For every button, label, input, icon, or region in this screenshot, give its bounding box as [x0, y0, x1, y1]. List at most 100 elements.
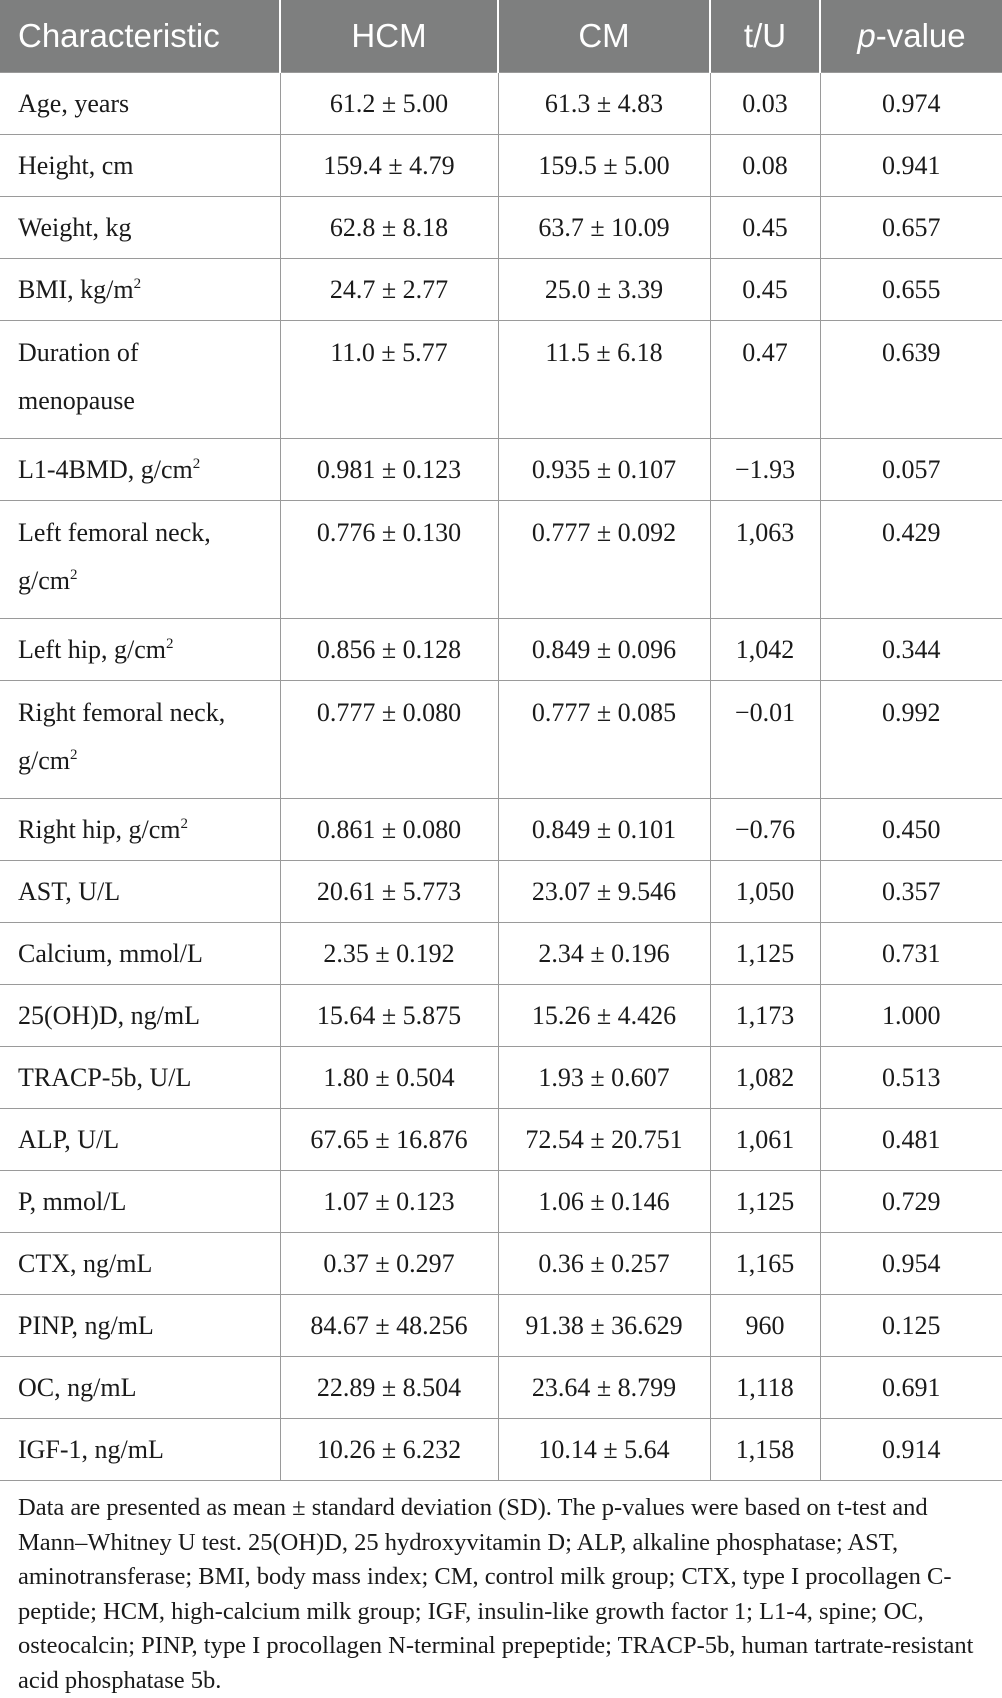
characteristic-label-line2: g/cm [18, 746, 70, 775]
cell-hcm: 1.07 ± 0.123 [279, 1170, 499, 1233]
cell-p-value: 0.655 [819, 258, 1002, 321]
characteristic-label: Height, cm [18, 151, 134, 180]
characteristic-label: Left hip, g/cm [18, 635, 167, 664]
cell-p-value: 0.954 [819, 1232, 1002, 1295]
table-row: L1-4BMD, g/cm2 0.981 ± 0.123 0.935 ± 0.107… [0, 438, 1002, 501]
cell-hcm: 22.89 ± 8.504 [279, 1356, 499, 1419]
cell-cm: 0.777 ± 0.085 [497, 680, 711, 799]
header-characteristic: Characteristic [0, 0, 280, 73]
unit-superscript: 2 [133, 276, 142, 292]
cell-hcm: 159.4 ± 4.79 [279, 134, 499, 197]
cell-t-u: 1,118 [709, 1356, 821, 1419]
header-p-rest: -value [875, 17, 966, 54]
characteristic-label: Calcium, mmol/L [18, 939, 203, 968]
cell-p-value: 0.450 [819, 798, 1002, 861]
cell-hcm: 10.26 ± 6.232 [279, 1418, 499, 1481]
cell-hcm: 2.35 ± 0.192 [279, 922, 499, 985]
characteristic-label: Right femoral neck, [18, 698, 226, 727]
cell-hcm: 0.981 ± 0.123 [279, 438, 499, 501]
table-row: Left femoral neck, g/cm2 0.776 ± 0.130 0.77… [0, 500, 1002, 619]
characteristic-label: L1-4BMD, g/cm [18, 455, 193, 484]
cell-hcm: 61.2 ± 5.00 [279, 72, 499, 135]
cell-cm: 2.34 ± 0.196 [497, 922, 711, 985]
cell-cm: 25.0 ± 3.39 [497, 258, 711, 321]
cell-hcm: 0.37 ± 0.297 [279, 1232, 499, 1295]
cell-characteristic: Age, years [0, 72, 281, 135]
cell-characteristic: Left femoral neck, g/cm2 [0, 500, 281, 619]
cell-t-u: 1,125 [709, 922, 821, 985]
cell-cm: 10.14 ± 5.64 [497, 1418, 711, 1481]
characteristic-label-line2: g/cm [18, 566, 70, 595]
table-row: Calcium, mmol/L 2.35 ± 0.192 2.34 ± 0.196 1… [0, 922, 1002, 985]
header-p-italic: p [857, 17, 876, 54]
table-row: BMI, kg/m2 24.7 ± 2.77 25.0 ± 3.39 0.45 0.65… [0, 258, 1002, 321]
cell-p-value: 0.639 [819, 320, 1002, 439]
characteristic-label: P, mmol/L [18, 1187, 127, 1216]
unit-superscript: 2 [180, 816, 189, 832]
cell-cm: 0.849 ± 0.101 [497, 798, 711, 861]
cell-characteristic: Weight, kg [0, 196, 281, 259]
table-row: AST, U/L 20.61 ± 5.773 23.07 ± 9.546 1,050 0… [0, 860, 1002, 923]
cell-cm: 0.935 ± 0.107 [497, 438, 711, 501]
table-row: CTX, ng/mL 0.37 ± 0.297 0.36 ± 0.257 1,165 0… [0, 1232, 1002, 1295]
cell-hcm: 0.861 ± 0.080 [279, 798, 499, 861]
cell-t-u: 1,173 [709, 984, 821, 1047]
table-row: Age, years 61.2 ± 5.00 61.3 ± 4.83 0.03 0.97… [0, 72, 1002, 135]
cell-t-u: 1,061 [709, 1108, 821, 1171]
cell-t-u: 1,063 [709, 500, 821, 619]
cell-cm: 11.5 ± 6.18 [497, 320, 711, 439]
cell-cm: 1.06 ± 0.146 [497, 1170, 711, 1233]
cell-t-u: 1,125 [709, 1170, 821, 1233]
characteristic-label: Duration of [18, 338, 139, 367]
characteristic-label: IGF-1, ng/mL [18, 1435, 164, 1464]
cell-characteristic: BMI, kg/m2 [0, 258, 281, 321]
table-row: PINP, ng/mL 84.67 ± 48.256 91.38 ± 36.629 9… [0, 1294, 1002, 1357]
cell-p-value: 0.691 [819, 1356, 1002, 1419]
characteristic-label: PINP, ng/mL [18, 1311, 154, 1340]
cell-p-value: 0.914 [819, 1418, 1002, 1481]
table-row: OC, ng/mL 22.89 ± 8.504 23.64 ± 8.799 1,118… [0, 1356, 1002, 1419]
cell-p-value: 0.657 [819, 196, 1002, 259]
cell-characteristic: OC, ng/mL [0, 1356, 281, 1419]
header-p-value: p-value [819, 0, 1002, 73]
unit-superscript: 2 [166, 636, 174, 652]
cell-hcm: 20.61 ± 5.773 [279, 860, 499, 923]
cell-characteristic: Right femoral neck, g/cm2 [0, 680, 281, 799]
characteristic-label: CTX, ng/mL [18, 1249, 153, 1278]
cell-characteristic: P, mmol/L [0, 1170, 281, 1233]
table-row: ALP, U/L 67.65 ± 16.876 72.54 ± 20.751 1,06… [0, 1108, 1002, 1171]
cell-cm: 72.54 ± 20.751 [497, 1108, 711, 1171]
cell-t-u: 1,158 [709, 1418, 821, 1481]
cell-p-value: 0.731 [819, 922, 1002, 985]
table-footnote: Data are presented as mean ± standard de… [18, 1494, 974, 1694]
cell-hcm: 11.0 ± 5.77 [279, 320, 499, 439]
characteristic-label: Weight, kg [18, 213, 132, 242]
cell-t-u: −0.76 [709, 798, 821, 861]
cell-cm: 0.849 ± 0.096 [497, 618, 711, 681]
cell-characteristic: Duration of menopause [0, 320, 281, 439]
cell-characteristic: L1-4BMD, g/cm2 [0, 438, 281, 501]
cell-p-value: 0.729 [819, 1170, 1002, 1233]
cell-t-u: 960 [709, 1294, 821, 1357]
unit-superscript: 2 [70, 747, 78, 763]
cell-characteristic: PINP, ng/mL [0, 1294, 281, 1357]
cell-t-u: 1,165 [709, 1232, 821, 1295]
characteristic-label: 25(OH)D, ng/mL [18, 1001, 200, 1030]
cell-hcm: 24.7 ± 2.77 [279, 258, 499, 321]
cell-characteristic: IGF-1, ng/mL [0, 1418, 281, 1481]
cell-t-u: 0.45 [709, 196, 821, 259]
cell-cm: 0.777 ± 0.092 [497, 500, 711, 619]
table-row: Duration of menopause 11.0 ± 5.77 11.5 ± 6.… [0, 320, 1002, 439]
cell-t-u: 0.47 [709, 320, 821, 439]
cell-t-u: 0.45 [709, 258, 821, 321]
header-t-u: t/U [709, 0, 820, 73]
cell-hcm: 1.80 ± 0.504 [279, 1046, 499, 1109]
characteristic-label: Right hip, g/cm [18, 815, 181, 844]
cell-t-u: 1,042 [709, 618, 821, 681]
table-row: Right femoral neck, g/cm2 0.777 ± 0.080 0.7… [0, 680, 1002, 799]
characteristic-label: TRACP-5b, U/L [18, 1063, 192, 1092]
cell-cm: 23.64 ± 8.799 [497, 1356, 711, 1419]
cell-p-value: 0.513 [819, 1046, 1002, 1109]
table-row: Weight, kg 62.8 ± 8.18 63.7 ± 10.09 0.45 0.6… [0, 196, 1002, 259]
cell-hcm: 0.777 ± 0.080 [279, 680, 499, 799]
